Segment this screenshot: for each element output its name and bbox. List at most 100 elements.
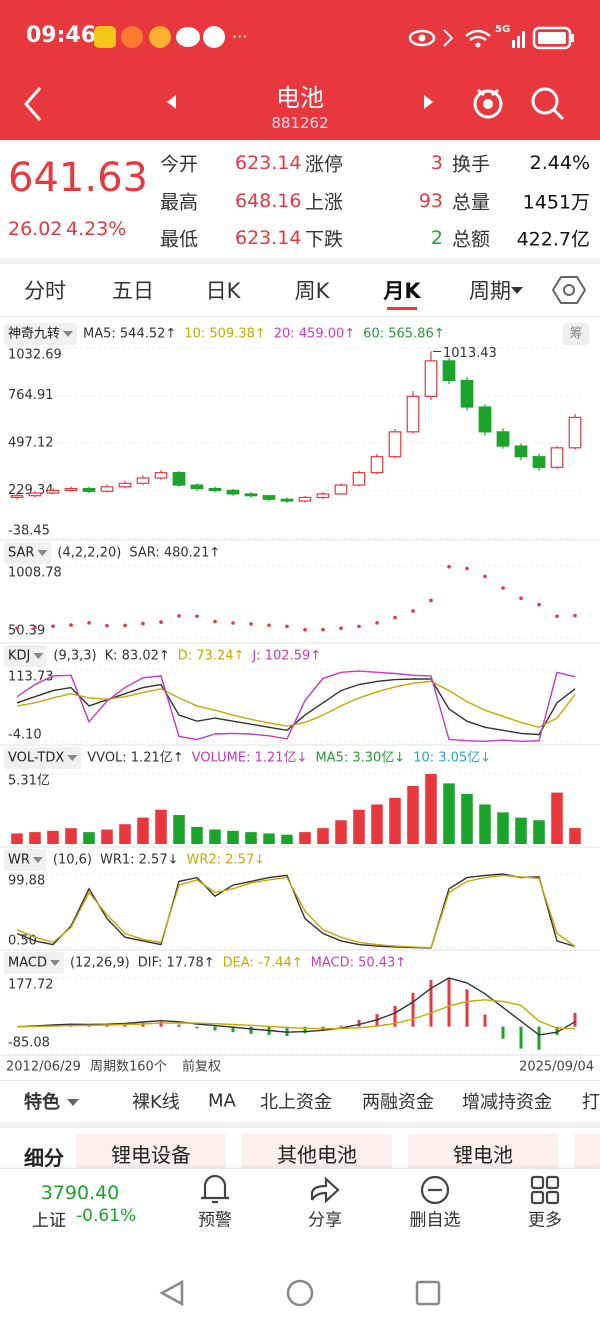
indicator-name: VOL-TDX	[8, 751, 64, 766]
indicator-line	[16, 678, 576, 736]
quote-label: 最高	[160, 191, 199, 214]
nav-title: 电池	[276, 84, 324, 112]
svg-text:···: ···	[232, 27, 247, 46]
period-tab[interactable]: 周K	[294, 279, 330, 303]
volume-bar	[119, 824, 131, 844]
volume-bar	[425, 774, 437, 844]
indicator-line	[16, 874, 576, 949]
quote-label: 下跌	[305, 228, 344, 251]
volume-bar	[209, 829, 221, 844]
quote-label: 总额	[452, 228, 491, 251]
index-value[interactable]: 3790.40	[40, 1182, 120, 1204]
indicator-selector[interactable]	[4, 849, 47, 871]
period-tab[interactable]: 月K	[383, 279, 421, 303]
sar-dot	[177, 614, 181, 618]
divider	[0, 1080, 600, 1081]
search-button[interactable]	[528, 84, 568, 124]
indicator-line	[16, 670, 576, 743]
indicator-selector[interactable]	[4, 542, 52, 564]
feature-tab[interactable]: 增减持资金	[462, 1092, 552, 1113]
prev-button[interactable]	[164, 93, 180, 111]
period-tab[interactable]: 分时	[24, 279, 66, 303]
y-tick-label: 1032.69	[8, 348, 62, 363]
indicator-selector[interactable]	[4, 323, 78, 345]
nav-back[interactable]	[159, 1279, 184, 1307]
candle-body	[136, 477, 150, 484]
candle-body	[532, 456, 546, 468]
indicator-selector[interactable]	[4, 645, 48, 667]
sar-dot	[195, 614, 199, 619]
y-tick-label: -4.10	[8, 728, 42, 743]
feature-tab[interactable]: MA	[208, 1090, 236, 1112]
index-change: -0.61%	[76, 1206, 137, 1226]
sar-dot	[537, 602, 541, 607]
indicator-selector[interactable]	[4, 747, 82, 769]
period-tab[interactable]: 周期	[469, 279, 511, 303]
candle-body	[226, 489, 240, 495]
nav-recent[interactable]	[415, 1280, 441, 1306]
feature-tab[interactable]: 两融资金	[362, 1092, 434, 1113]
settings-button[interactable]	[552, 273, 586, 307]
indicator-value: 10: 509.38↑	[184, 327, 265, 342]
action-icons	[201, 1174, 560, 1205]
y-tick-label: 1008.78	[8, 566, 62, 581]
sar-dot	[429, 598, 433, 603]
action-button[interactable]: 更多	[528, 1210, 562, 1231]
volume-bar	[173, 814, 185, 844]
sar-dot	[573, 613, 577, 618]
volume-bar	[281, 834, 293, 844]
next-button[interactable]	[420, 93, 436, 111]
sar-dot	[249, 622, 253, 626]
volume-bar	[353, 809, 365, 844]
feature-tab[interactable]: 裸K线	[132, 1092, 180, 1113]
chip-button[interactable]	[563, 323, 589, 345]
candle-body	[190, 484, 204, 490]
volume-bar	[443, 783, 455, 844]
indicator-selector[interactable]	[4, 952, 64, 974]
indicator-value: WR2: 2.57↓	[187, 853, 266, 868]
quote-label: 最低	[160, 228, 199, 251]
candle-body	[424, 360, 438, 397]
candle-body	[514, 445, 528, 458]
nav-home[interactable]	[286, 1279, 314, 1307]
volume-bar	[263, 833, 275, 844]
feature-tab[interactable]: 北上资金	[260, 1092, 332, 1113]
volume-bar	[101, 829, 113, 844]
action-button[interactable]: 分享	[308, 1210, 342, 1231]
sar-dot	[519, 596, 523, 601]
quote-value: 3	[430, 152, 443, 174]
candle-body	[118, 482, 132, 488]
sar-dot	[321, 627, 325, 632]
kline-chart: 神奇九转 MA5: 544.52↑ 10: 509.38↑ 20: 459.00↑ 60…	[0, 323, 600, 1075]
candle-body	[406, 395, 420, 433]
y-tick-label: 50.39	[8, 624, 45, 639]
quote-label: 换手	[452, 153, 491, 176]
back-button[interactable]	[16, 84, 52, 124]
period-tab[interactable]: 日K	[205, 279, 241, 303]
candle-body	[568, 416, 582, 449]
volume-bar	[137, 817, 149, 844]
dropdown-arrow	[67, 1099, 79, 1106]
assistant-button[interactable]	[468, 82, 508, 124]
indicator-name: SAR	[8, 546, 34, 561]
sar-dot	[393, 615, 397, 620]
candle-body	[10, 495, 24, 499]
sar-dot	[357, 624, 361, 629]
feature-tab[interactable]: 打	[582, 1092, 600, 1113]
divider	[0, 258, 600, 264]
volume-bar	[317, 828, 329, 844]
divider	[0, 316, 600, 317]
candle-body	[208, 488, 222, 491]
volume-bar	[47, 830, 59, 844]
y-tick-label: 497.12	[8, 436, 54, 451]
action-button[interactable]: 删自选	[409, 1210, 461, 1231]
period-tab[interactable]: 五日	[112, 279, 154, 303]
feature-tab[interactable]: 特色	[24, 1092, 60, 1113]
quote-label: 今开	[160, 153, 199, 176]
y-tick-label: 764.91	[8, 388, 54, 403]
y-tick-label: -38.45	[8, 524, 50, 539]
sar-dot	[303, 627, 307, 632]
action-button[interactable]: 预警	[198, 1210, 232, 1231]
candle-body	[172, 472, 186, 486]
quote-label: 上涨	[305, 191, 344, 214]
